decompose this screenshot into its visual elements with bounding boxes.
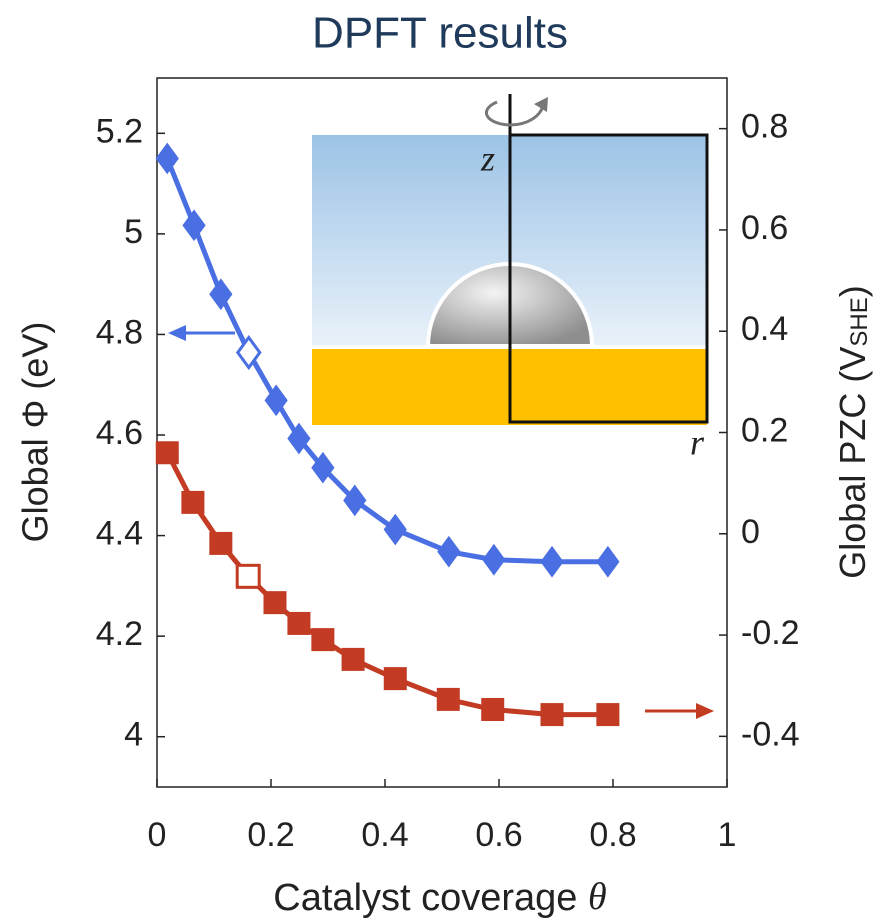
marker <box>209 531 233 555</box>
y-tick-label: 4.2 <box>96 615 143 653</box>
y-tick-label: 4 <box>124 716 143 754</box>
marker <box>311 628 335 652</box>
y-tick-label: 5 <box>124 213 143 251</box>
marker <box>343 484 367 517</box>
x-axis-label: Catalyst coverage θ <box>273 876 606 919</box>
inset-label: z <box>480 138 495 178</box>
annotation-arrows <box>168 325 714 719</box>
marker <box>235 563 261 589</box>
y2-axis-label-text: Global PZC (V <box>832 347 873 579</box>
x-axis-symbol: θ <box>588 876 607 918</box>
marker <box>540 545 564 578</box>
x-axis-label-text: Catalyst coverage <box>273 877 577 919</box>
marker <box>287 611 311 635</box>
y2-tick-label: 0.2 <box>741 411 788 449</box>
y2-tick-label: -0.4 <box>741 715 800 753</box>
y-axis-label: Global Φ (eV) <box>15 322 56 543</box>
marker <box>182 209 206 242</box>
marker <box>436 687 460 711</box>
y2-axis-label-end: ) <box>832 285 873 297</box>
marker <box>264 384 288 417</box>
marker <box>437 535 461 568</box>
marker <box>596 703 620 727</box>
marker <box>235 335 262 371</box>
y2-tick-label: 0 <box>741 513 760 551</box>
marker <box>209 278 233 311</box>
chart-title: DPFT results <box>312 9 568 58</box>
y-tick-label: 5.2 <box>96 112 143 150</box>
x-tick-label: 0 <box>148 816 167 854</box>
x-tick-label: 0.8 <box>589 816 636 854</box>
marker <box>596 545 620 578</box>
marker <box>383 667 407 691</box>
x-tick-label: 0.2 <box>247 816 294 854</box>
y2-tick-label: -0.2 <box>741 614 800 652</box>
y-tick-label: 4.4 <box>96 515 143 553</box>
x-tick-label: 0.4 <box>361 816 408 854</box>
marker <box>383 513 407 546</box>
y-tick-label: 4.8 <box>96 313 143 351</box>
y2-tick-label: 0.6 <box>741 209 788 247</box>
x-tick-label: 1 <box>718 816 737 854</box>
marker <box>287 422 311 455</box>
marker <box>482 543 506 576</box>
marker <box>155 441 179 465</box>
inset-label: r <box>690 422 705 462</box>
marker <box>311 451 335 484</box>
y2-tick-label: 0.4 <box>741 310 788 348</box>
y2-axis-label-sub: SHE <box>846 297 873 346</box>
marker <box>263 591 287 615</box>
y2-axis-label: Global PZC (VSHE) <box>832 285 874 578</box>
x-tick-label: 0.6 <box>475 816 522 854</box>
marker <box>481 698 505 722</box>
inset-diagram: z r <box>312 94 709 462</box>
marker <box>540 703 564 727</box>
marker <box>341 647 365 671</box>
y2-tick-label: 0.8 <box>741 108 788 146</box>
y-tick-label: 4.6 <box>96 414 143 452</box>
marker <box>181 490 205 514</box>
marker <box>155 142 179 175</box>
